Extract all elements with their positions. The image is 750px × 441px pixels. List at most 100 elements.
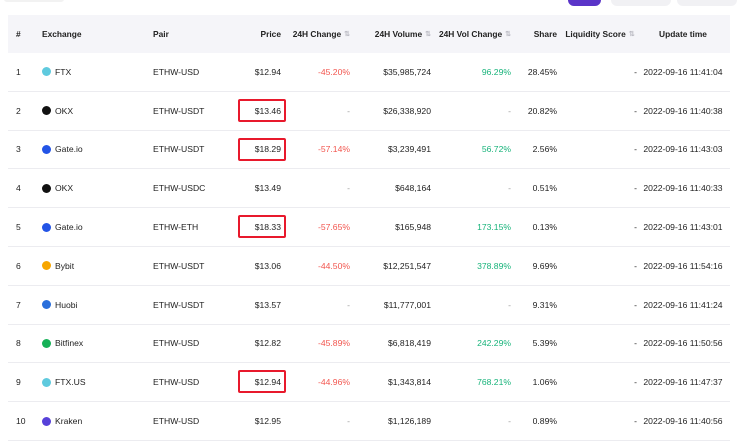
row-rank: 1 [16,66,21,77]
secondary-action-button[interactable] [611,0,671,6]
pair-cell[interactable]: ETHW-USDT [153,105,205,116]
header-24h-volume-label: 24H Volume [374,29,423,39]
header-update-time: Update time [659,29,707,39]
vol-change-24h-cell: 56.72% [481,144,511,155]
price-highlight-box [238,215,286,239]
sort-icon[interactable]: ⇅ [425,31,431,38]
sort-icon[interactable]: ⇅ [344,31,350,38]
table-row[interactable]: 8 Bitfinex ETHW-USD $12.82 -45.89% $6,818,419… [8,325,730,364]
price-cell: $12.94 [254,377,281,388]
volume-24h-cell: $165,948 [395,222,431,233]
exchange-cell[interactable]: Gate.io [42,131,152,169]
volume-24h-cell: $12,251,547 [383,260,431,271]
pair-cell[interactable]: ETHW-USD [153,416,200,427]
exchange-cell[interactable]: OKX [42,169,152,207]
price-cell: $13.57 [254,299,281,310]
pair-cell[interactable]: ETHW-USDT [153,144,205,155]
pair-cell[interactable]: ETHW-USDC [153,183,206,194]
vol-change-24h-cell: 768.21% [477,377,511,388]
table-row[interactable]: 10 Kraken ETHW-USD $12.95 - $1,126,189 - 0.89% -… [8,402,730,441]
row-rank: 8 [16,338,21,349]
change-24h-cell: -44.96% [317,377,350,388]
price-cell: $12.95 [254,416,281,427]
exchange-cell[interactable]: FTX [42,53,152,91]
okx-icon [42,106,51,116]
table-row[interactable]: 6 Bybit ETHW-USDT $13.06 -44.50% $12,251,547 3… [8,247,730,286]
row-rank: 3 [16,144,21,155]
table-row[interactable]: 2 OKX ETHW-USDT $13.46- $26,338,920-20.82% -2… [8,92,730,131]
change-24h-cell: -57.65% [317,222,350,233]
exchange-name[interactable]: Bitfinex [55,338,84,349]
exchange-name[interactable]: Kraken [55,416,83,427]
table-row[interactable]: 5 Gate.io ETHW-ETH $18.33 -57.65% $165,948 173… [8,208,730,247]
price-highlight-box [238,137,286,161]
tertiary-action-button[interactable] [677,0,737,6]
pair-cell[interactable]: ETHW-USD [153,338,200,349]
share-cell: 20.82% [527,105,557,116]
price-cell: $12.82 [254,338,281,349]
vol-change-24h-cell: 96.29% [481,66,511,77]
pair-cell[interactable]: ETHW-USDT [153,260,205,271]
vol-change-24h-cell: - [508,183,511,194]
bybit-icon [42,261,51,271]
change-24h-cell: - [347,416,350,427]
price-highlight-box [238,98,286,122]
header-share: Share [533,29,557,39]
update-time-cell: 2022-09-16 11:47:37 [643,377,723,388]
table-row[interactable]: 4 OKX ETHW-USDC $13.49- $648,164-0.51% -2022-… [8,169,730,209]
sort-icon[interactable]: ⇅ [628,31,635,38]
huobi-icon [42,300,51,310]
share-cell: 0.89% [532,416,557,427]
header-price-label: Price [260,29,282,39]
header-24h-change[interactable]: 24H Change ⇅ [278,15,350,53]
sort-icon[interactable]: ⇅ [505,31,511,38]
volume-24h-cell: $648,164 [395,183,431,194]
exchange-cell[interactable]: Kraken [42,402,152,440]
header-liquidity-score[interactable]: Liquidity Score ⇅ [563,15,637,53]
exchange-cell[interactable]: Huobi [42,286,152,324]
exchange-name[interactable]: FTX.US [55,377,86,388]
header-24h-vol-change[interactable]: 24H Vol Change ⇅ [438,15,511,53]
ftx-icon [42,67,51,77]
exchange-cell[interactable]: Bitfinex [42,325,152,363]
vol-change-24h-cell: - [508,416,511,427]
primary-action-button[interactable] [568,0,601,6]
change-24h-cell: -44.50% [317,260,350,271]
vol-change-24h-cell: 173.15% [477,222,511,233]
ftxus-icon [42,377,51,387]
exchange-name[interactable]: Bybit [55,260,75,271]
update-time-cell: 2022-09-16 11:41:24 [643,299,723,310]
price-cell: $13.06 [254,260,281,271]
pair-cell[interactable]: ETHW-ETH [153,222,199,233]
share-cell: 9.69% [532,260,557,271]
share-cell: 0.13% [532,222,557,233]
vol-change-24h-cell: - [508,299,511,310]
pair-cell[interactable]: ETHW-USDT [153,299,205,310]
pair-cell[interactable]: ETHW-USD [153,66,200,77]
exchange-cell[interactable]: OKX [42,92,152,130]
change-24h-cell: -57.14% [317,144,350,155]
table-row[interactable]: 9 FTX.US ETHW-USD $12.94 -44.96% $1,343,814 76… [8,363,730,403]
table-row[interactable]: 7 Huobi ETHW-USDT $13.57 - $11,777,001 - 9.31% -… [8,286,730,325]
update-time-cell: 2022-09-16 11:43:03 [643,144,723,155]
header-num: # [16,29,21,39]
vol-change-24h-cell: 242.29% [477,338,511,349]
exchange-cell[interactable]: FTX.US [42,363,152,401]
exchange-cell[interactable]: Bybit [42,247,152,285]
exchange-name[interactable]: FTX [55,66,72,77]
header-24h-volume[interactable]: 24H Volume ⇅ [353,15,431,53]
exchange-cell[interactable]: Gate.io [42,208,152,246]
table-row[interactable]: 1 FTX ETHW-USD $12.94 -45.20% $35,985,724 96.2… [8,53,730,92]
header-price[interactable]: Price [223,15,282,53]
exchange-name[interactable]: Gate.io [55,222,83,233]
update-time-cell: 2022-09-16 11:41:04 [643,66,723,77]
okx-icon [42,183,51,193]
exchange-name[interactable]: OKX [55,183,74,194]
liquidity-score-cell: - [634,299,637,310]
table-row[interactable]: 3 Gate.io ETHW-USDT $18.29 -57.14% $3,239,491… [8,131,730,170]
pair-cell[interactable]: ETHW-USD [153,377,200,388]
exchange-name[interactable]: Gate.io [55,144,83,155]
exchange-name[interactable]: Huobi [55,299,78,310]
exchange-name[interactable]: OKX [55,105,74,116]
bitfinex-icon [42,338,51,348]
